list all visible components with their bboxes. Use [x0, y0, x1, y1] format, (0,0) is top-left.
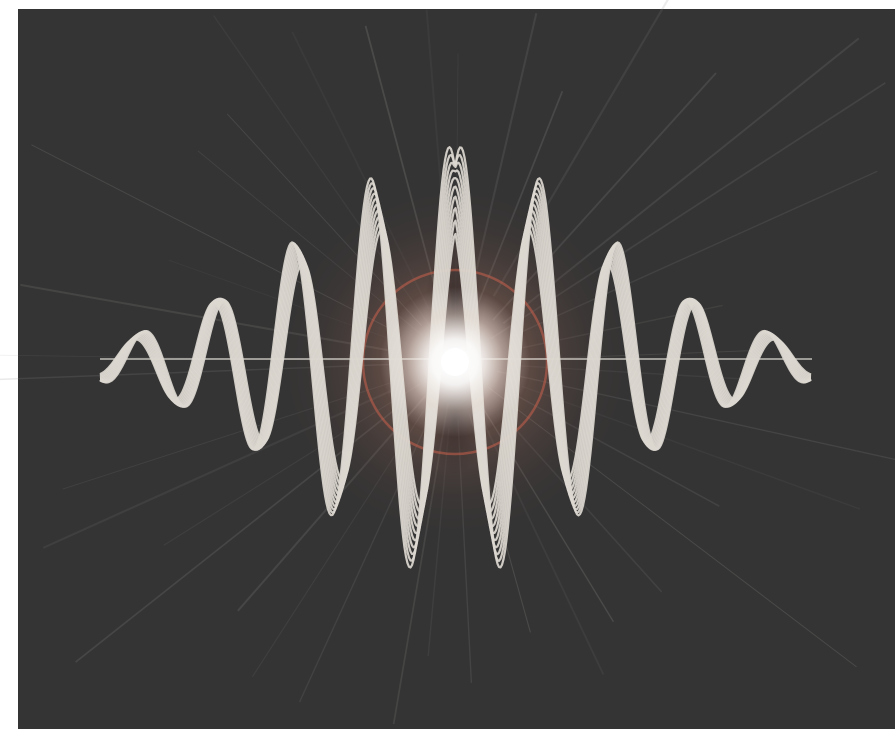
- core-bright: [441, 348, 469, 376]
- halo-ring: [361, 268, 549, 456]
- wave-strand: [99, 195, 812, 528]
- wave-strand: [99, 219, 812, 513]
- wave-strand: [99, 227, 812, 506]
- wave-strand: [99, 207, 812, 520]
- wave-strands: [99, 146, 812, 569]
